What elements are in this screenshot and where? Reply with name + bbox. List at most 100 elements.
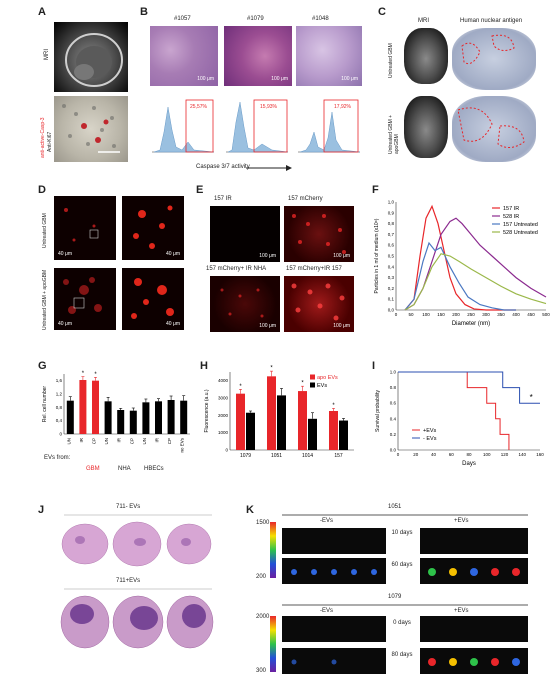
- g-category-label: IR: [79, 437, 84, 442]
- h-bar: [277, 395, 286, 450]
- panel-e-scale-2: 100 μm: [333, 253, 350, 259]
- histogram-2: [226, 99, 289, 153]
- panel-a-label: A: [38, 6, 46, 18]
- f-ytick-label: 0,9: [388, 210, 395, 215]
- histogram-1: [152, 99, 215, 153]
- panel-j-divider-2: [64, 588, 212, 590]
- f-ytick-label: 0,6: [388, 243, 395, 248]
- panel-c-row2-label: Untreated GBM + apoGBM: [388, 114, 400, 154]
- h-ytick-label: 3000: [218, 396, 229, 401]
- panel-e-image-1: 100 μm: [210, 206, 280, 262]
- g-bar: [104, 401, 112, 434]
- panel-k-scale-bot-2: 300: [256, 668, 267, 674]
- g-bar: [155, 401, 162, 434]
- h-ytick-label: 4000: [218, 378, 229, 383]
- panel-k-image-3b: [420, 616, 528, 642]
- panel-b-percent-3: 17,92%: [334, 104, 351, 110]
- h-significance: *: [270, 366, 273, 372]
- panel-d-image-2: 40 μm: [122, 196, 184, 260]
- panel-b-label: B: [140, 6, 148, 18]
- panel-e-scale-1: 100 μm: [259, 253, 276, 259]
- arrow-right-icon: [246, 165, 292, 171]
- g-ytick-label: 1,6: [56, 378, 63, 383]
- g-category-label: CP: [129, 438, 134, 444]
- f-xtick-label: 300: [482, 312, 490, 317]
- f-xlabel: Diameter (nm): [452, 321, 490, 327]
- h-ytick-label: 0: [225, 448, 228, 453]
- panel-e-scale-3: 100 μm: [259, 323, 276, 329]
- h-significance: *: [301, 381, 304, 387]
- g-ytick-label: 0: [59, 432, 62, 437]
- panel-k-divider-1: [282, 514, 528, 516]
- h-bar: [246, 412, 255, 450]
- panel-k-divider-2: [282, 604, 528, 606]
- h-ylabel: Fluorescence (a.u.): [204, 389, 210, 432]
- f-ylabel: Particles in 1 ml of medium (x10⁸): [374, 218, 380, 293]
- f-ytick-label: 0,7: [388, 232, 395, 237]
- panel-b-scale-3: 100 μm: [341, 76, 358, 82]
- panel-k-colorbar-1: [270, 522, 276, 578]
- g-category-label: IR: [155, 437, 160, 442]
- panel-k-minus-1: -EVs: [320, 518, 334, 524]
- panel-d-scale-1: 40 μm: [58, 251, 72, 257]
- f-ytick-label: 0,1: [388, 297, 395, 302]
- panel-c-row1-label: Untreated GBM: [388, 43, 394, 78]
- panel-k-colorbar-2: [270, 616, 276, 672]
- panel-d-scale-4: 40 μm: [166, 321, 180, 327]
- g-ytick-label: 0,8: [56, 405, 63, 410]
- f-legend-label: 528 IR: [503, 214, 519, 220]
- panel-b-he-image-3: 100 μm: [296, 26, 362, 86]
- f-xtick-label: 400: [512, 312, 520, 317]
- g-bar: [129, 410, 137, 434]
- panel-j-label: J: [38, 504, 45, 516]
- h-bar: [329, 411, 338, 450]
- f-ytick-label: 1,0: [388, 200, 395, 205]
- h-bar: [308, 418, 317, 450]
- panel-a-ihc-label-ki67: Anti-Ki67: [47, 131, 53, 152]
- i-ylabel: Survival probability: [375, 390, 381, 432]
- panel-c-col2-title: Human nuclear antigen: [460, 18, 523, 24]
- f-legend-label: 157 IR: [503, 206, 519, 212]
- panel-k-plus-1: +EVs: [454, 518, 469, 524]
- panel-k-sample-1: 1051: [388, 504, 402, 510]
- f-ytick-label: 0,4: [388, 264, 395, 269]
- h-legend-label: apo EVs: [317, 375, 338, 381]
- panel-e-title-3: 157 mCherry+ IR NHA: [206, 266, 267, 272]
- panel-g-chart: 0 0,4 0,8 1,2 1,6 Rel. cell number UN * IR * CP UN I…: [42, 371, 190, 453]
- panel-j-title-1: 711- EVs: [116, 504, 141, 510]
- g-bar: [92, 380, 99, 434]
- panel-k-image-4a: [282, 648, 386, 674]
- i-xtick-label: 40: [431, 452, 437, 457]
- panel-d-image-4: 40 μm: [122, 268, 184, 330]
- f-legend-label: 528 Untreated: [503, 230, 538, 236]
- panel-a-mri-label: MRI: [44, 49, 50, 60]
- g-bar: [66, 400, 74, 434]
- h-ytick-label: 1000: [218, 430, 229, 435]
- i-xlabel: Days: [462, 461, 476, 467]
- h-significance: *: [239, 384, 242, 390]
- panel-h-chart: 0 1000 2000 3000 4000 Fluorescence (a.u.) * 107…: [204, 366, 354, 459]
- panel-d-image-3: 40 μm: [54, 268, 116, 330]
- i-survival-curve: [398, 371, 540, 404]
- f-xtick-label: 200: [452, 312, 460, 317]
- panel-k-days-2: 60 days: [391, 562, 413, 568]
- g-ytick-label: 1,2: [56, 392, 63, 397]
- panel-k-scale-top-1: 1500: [256, 520, 270, 526]
- panel-e-image-2: 100 μm: [284, 206, 354, 262]
- g-significance: *: [94, 372, 97, 378]
- brain-icon: [65, 33, 123, 87]
- f-series-line: [404, 241, 516, 311]
- i-xtick-label: 160: [536, 452, 544, 457]
- panel-j-brains-2: [60, 595, 214, 649]
- h-category-label: 1051: [271, 453, 282, 459]
- panel-b-sample-3: #1048: [312, 16, 329, 22]
- panel-k-days-3: 0 days: [393, 620, 411, 626]
- h-category-label: 1014: [302, 453, 313, 459]
- panel-k-image-1b: [420, 528, 528, 554]
- panel-a-mri-image: [54, 22, 128, 92]
- g-category-label: no EVs: [180, 437, 185, 452]
- panel-b-histograms: [152, 99, 361, 153]
- panel-k-days-1: 10 days: [391, 530, 413, 536]
- i-legend-label: - EVs: [423, 436, 437, 442]
- panel-b-percent-2: 15,93%: [260, 104, 277, 110]
